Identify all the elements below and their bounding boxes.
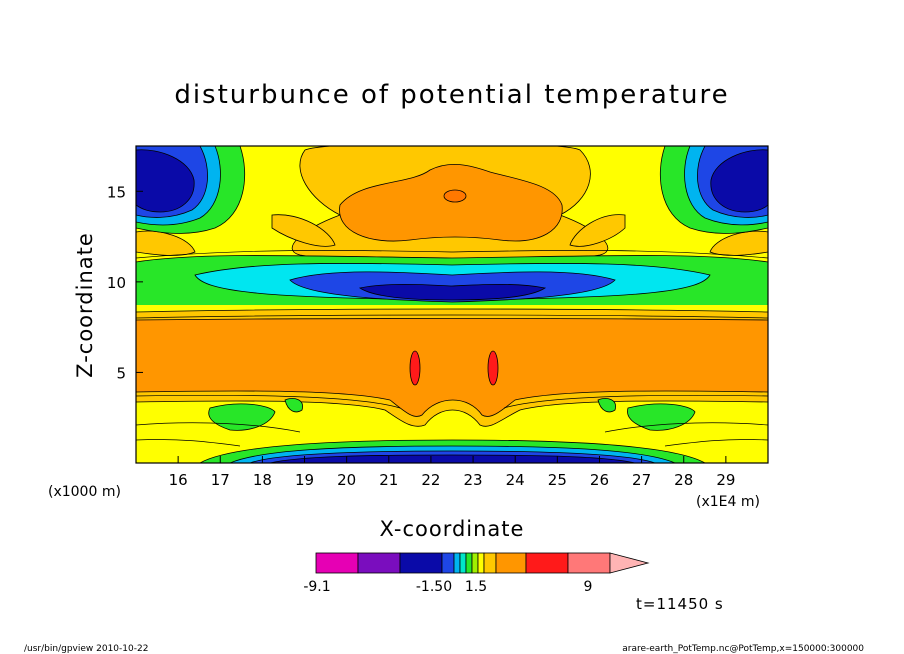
x-unit-left: (x1000 m): [48, 484, 121, 500]
region-upper-deep-orange: [339, 164, 563, 242]
region-upper-peak: [443, 189, 467, 203]
region-central-deep-orange: [136, 318, 768, 417]
chart-title: disturbunce of potential temperature: [174, 80, 729, 110]
region-central-red-right: [487, 350, 499, 386]
colorbar-segment: [399, 552, 443, 574]
x-tick-label: 25: [548, 471, 567, 489]
x-tick-label: 28: [674, 471, 693, 489]
y-tick-label: 15: [107, 183, 126, 201]
x-tick-label: 17: [211, 471, 230, 489]
y-axis: 5 10 15: [107, 183, 143, 382]
x-axis-label: X-coordinate: [380, 517, 525, 541]
plot-frame: [135, 145, 769, 464]
region-mid-navy: [358, 283, 547, 301]
colorbar-segment: [441, 552, 455, 574]
colorbar-segment: [525, 552, 569, 574]
x-tick-label: 16: [169, 471, 188, 489]
x-tick-label: 24: [506, 471, 525, 489]
x-tick-label: 26: [590, 471, 609, 489]
y-tick-label: 5: [116, 364, 126, 382]
region-bottom-navy: [269, 454, 636, 463]
colorbar-segment: [483, 552, 497, 574]
region-left-lobe: [271, 214, 336, 247]
colorbar-segment: [315, 552, 359, 574]
x-tick-label: 27: [632, 471, 651, 489]
time-label: t=11450 s: [636, 595, 724, 613]
colorbar-label-max: 9: [584, 579, 593, 595]
colorbar: [315, 552, 650, 574]
region-lower-left-green-small: [284, 398, 303, 413]
colorbar-arrow: [609, 552, 650, 574]
colorbar-segment: [471, 552, 479, 574]
region-central-red-left: [409, 350, 421, 386]
x-tick-label: 22: [421, 471, 440, 489]
colorbar-label-neg: -1.50: [416, 579, 452, 595]
y-axis-label: Z-coordinate: [73, 232, 97, 378]
colorbar-segment: [465, 552, 473, 574]
footer-source: arare-earth_PotTemp.nc@PotTemp,x=150000:…: [622, 644, 864, 654]
x-tick-label: 29: [716, 471, 735, 489]
colorbar-label-pos: 1.5: [465, 579, 487, 595]
colorbar-segment: [357, 552, 401, 574]
y-tick-label: 10: [107, 274, 126, 292]
colorbar-segment: [477, 552, 485, 574]
colorbar-label-min: -9.1: [303, 579, 330, 595]
x-tick-label: 19: [295, 471, 314, 489]
region-right-lobe: [569, 214, 626, 247]
x-tick-label: 21: [379, 471, 398, 489]
x-tick-label: 20: [337, 471, 356, 489]
colorbar-labels: -9.1 -1.50 1.5 9: [303, 579, 592, 595]
colorbar-segment: [453, 552, 461, 574]
colorbar-segment: [459, 552, 467, 574]
colorbar-segment: [495, 552, 527, 574]
colorbar-segment: [567, 552, 611, 574]
region-lower-right-green-small: [597, 398, 616, 413]
x-unit-right: (x1E4 m): [696, 494, 760, 510]
region-right-corner-navy: [710, 149, 768, 213]
plot-area: [136, 146, 768, 463]
region-left-corner-navy: [136, 149, 195, 213]
x-axis: 16 17 18 19 20 21 22 23 24 25 26 27 28 29: [169, 456, 735, 489]
contour-lines: [136, 250, 768, 447]
x-tick-label: 23: [464, 471, 483, 489]
footer-program: /usr/bin/gpview 2010-10-22: [24, 644, 148, 654]
x-tick-label: 18: [253, 471, 272, 489]
